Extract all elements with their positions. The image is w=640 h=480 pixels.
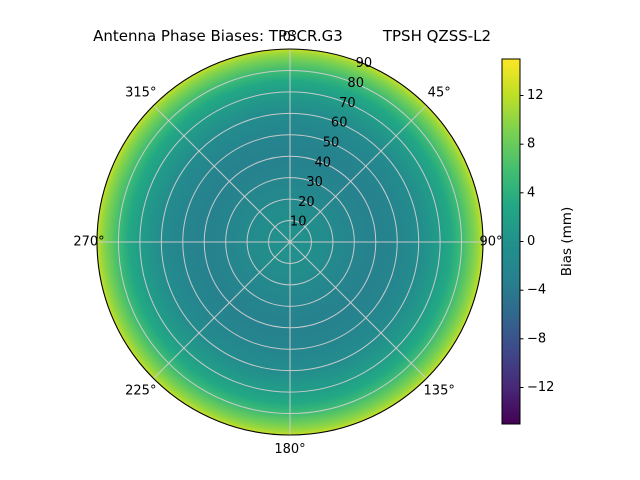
r-tick-label-70: 70 xyxy=(339,96,356,111)
r-tick-label-90: 90 xyxy=(356,56,373,71)
theta-label-45: 45° xyxy=(428,85,451,100)
angular-gridline xyxy=(153,241,291,379)
colorbar-tick-label--12: −12 xyxy=(527,380,554,395)
polar-spine xyxy=(96,48,484,436)
theta-label-90: 90° xyxy=(479,235,502,250)
theta-label-225: 225° xyxy=(125,384,156,399)
r-tick-label-30: 30 xyxy=(306,175,323,190)
r-tick-label-50: 50 xyxy=(323,135,340,150)
colorbar-tick-label-8: 8 xyxy=(527,137,535,152)
theta-label-180: 180° xyxy=(274,442,305,457)
theta-label-0: 0° xyxy=(283,30,298,45)
r-tick-label-80: 80 xyxy=(347,76,364,91)
colorbar-tick-label-12: 12 xyxy=(527,88,544,103)
colorbar: 12 8 4 0 −4 −8 −12 Bias (mm) xyxy=(501,58,575,425)
colorbar-tick-label--4: −4 xyxy=(527,283,546,298)
title-antenna: Antenna Phase Biases: TPSCR.G3 xyxy=(93,27,343,45)
figure-title: Antenna Phase Biases: TPSCR.G3 TPSH QZSS-… xyxy=(74,9,491,63)
polar-grid xyxy=(96,48,484,436)
theta-label-270: 270° xyxy=(73,235,104,250)
r-tick-label-60: 60 xyxy=(331,116,348,131)
r-tick-label-40: 40 xyxy=(315,155,332,170)
theta-label-135: 135° xyxy=(424,384,455,399)
colorbar-axis-label: Bias (mm) xyxy=(559,207,575,276)
colorbar-gradient xyxy=(502,59,520,424)
angular-gridline xyxy=(289,105,427,243)
colorbar-tick-label-0: 0 xyxy=(527,234,535,249)
theta-label-315: 315° xyxy=(125,85,156,100)
colorbar-tick-label--8: −8 xyxy=(527,331,546,346)
r-tick-label-10: 10 xyxy=(290,215,307,230)
r-tick-label-20: 20 xyxy=(298,195,315,210)
angular-gridline xyxy=(153,105,291,243)
colorbar-tick-label-4: 4 xyxy=(527,185,535,200)
axis-labels: 0° 45° 90° 135° 180° 225° 270° 315° 10 20 30 40 50 60… xyxy=(73,30,502,457)
title-signal: TPSH QZSS-L2 xyxy=(382,27,492,45)
angular-gridline xyxy=(289,241,427,379)
